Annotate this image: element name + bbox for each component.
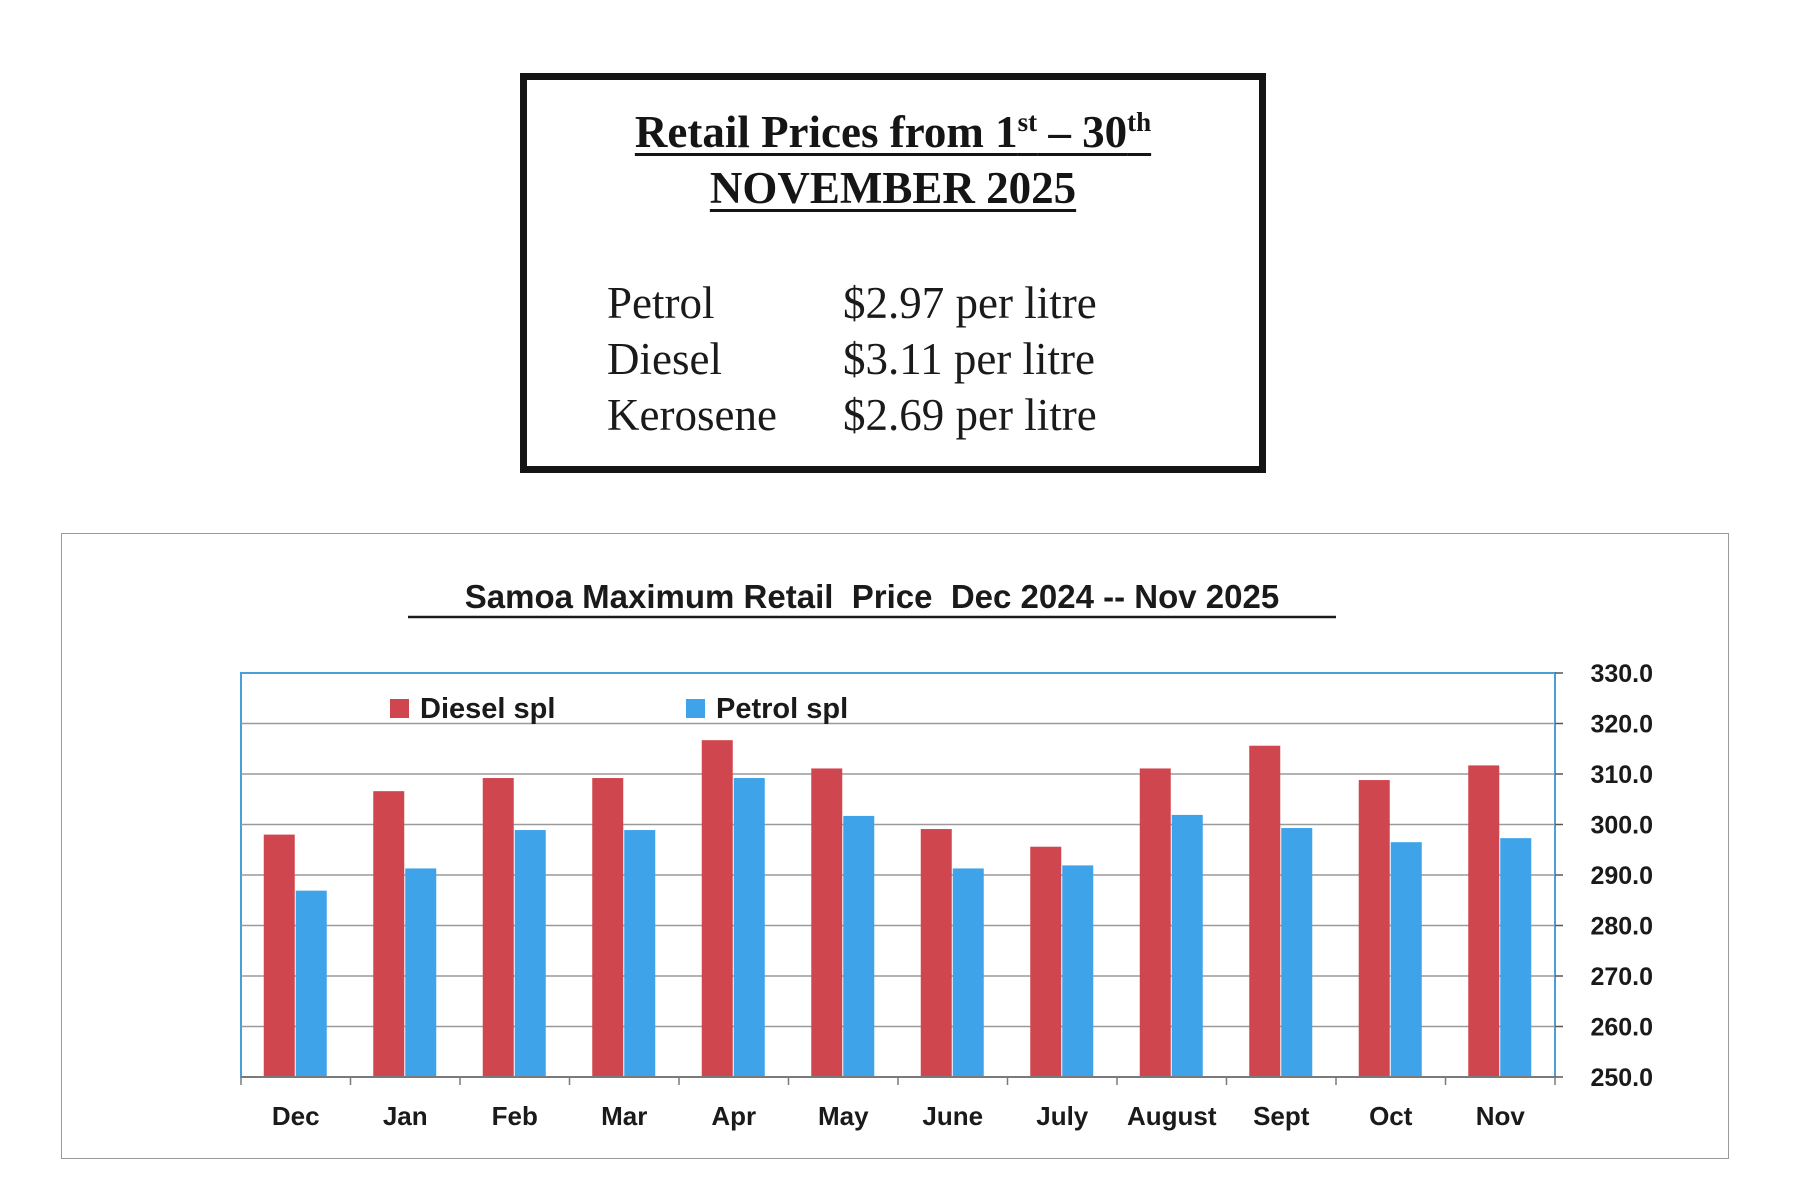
diesel-bar	[920, 829, 952, 1077]
diesel-bar	[701, 740, 733, 1077]
petrol-bar	[405, 868, 437, 1077]
diesel-bar	[482, 778, 514, 1077]
diesel-bar	[263, 834, 295, 1077]
y-tick-label: 330.0	[1590, 660, 1653, 688]
petrol-bar	[1390, 842, 1422, 1077]
gridlines	[240, 672, 1556, 1078]
x-tick-label: May	[818, 1101, 869, 1131]
bars	[263, 740, 1532, 1077]
y-tick-label: 320.0	[1590, 711, 1653, 739]
petrol-bar	[624, 830, 656, 1077]
diesel-bar	[1139, 768, 1171, 1077]
diesel-bar	[1358, 780, 1390, 1077]
y-tick-label: 250.0	[1590, 1064, 1653, 1092]
x-tick-label: Mar	[601, 1101, 647, 1131]
legend-label-petrol: Petrol spl	[716, 693, 848, 725]
legend-swatch-diesel	[390, 699, 409, 718]
x-tick-label: Jan	[383, 1101, 428, 1131]
y-tick-label: 260.0	[1590, 1014, 1653, 1042]
diesel-bar	[373, 791, 405, 1077]
legend: Diesel spl Petrol spl	[390, 693, 848, 725]
petrol-bar	[1281, 828, 1313, 1077]
petrol-bar	[295, 890, 327, 1077]
petrol-bar	[843, 815, 875, 1077]
x-tick-label: Nov	[1476, 1101, 1526, 1131]
fuel-name: Diesel	[607, 334, 722, 384]
petrol-bar	[514, 830, 546, 1077]
price-box-month: NOVEMBER 2025	[709, 163, 1077, 213]
bar-chart: Samoa Maximum Retail Price Dec 2024 -- N…	[240, 578, 1653, 1131]
fuel-price: $2.97 per litre	[843, 278, 1097, 328]
diesel-bar	[1249, 745, 1281, 1077]
y-tick-label: 270.0	[1590, 963, 1653, 991]
x-tick-label: Dec	[272, 1101, 320, 1131]
fuel-price: $3.11 per litre	[843, 334, 1096, 384]
legend-label-diesel: Diesel spl	[420, 693, 555, 725]
chart-panel: Samoa Maximum Retail Price Dec 2024 -- N…	[61, 533, 1729, 1159]
axes: 250.0 260.0 270.0 280.0 290.0 300.0 310.0 320.0…	[240, 660, 1653, 1131]
y-tick-label: 310.0	[1590, 761, 1653, 789]
x-tick-label: Sept	[1253, 1101, 1310, 1131]
petrol-bar	[1500, 838, 1532, 1077]
petrol-bar	[733, 778, 765, 1077]
y-tick-label: 290.0	[1590, 862, 1653, 890]
fuel-name: Kerosene	[607, 390, 777, 440]
petrol-bar	[1171, 814, 1203, 1077]
price-box-title: Retail Prices from 1st – 30th	[634, 107, 1152, 157]
x-tick-label: Apr	[711, 1101, 756, 1131]
legend-swatch-petrol	[686, 699, 705, 718]
diesel-bar	[592, 778, 624, 1077]
retail-price-box: Retail Prices from 1st – 30th NOVEMBER 2…	[520, 73, 1266, 473]
x-tick-label: Feb	[492, 1101, 538, 1131]
diesel-bar	[1468, 765, 1500, 1077]
diesel-bar	[1030, 846, 1062, 1077]
fuel-name: Petrol	[607, 278, 715, 328]
chart-title: Samoa Maximum Retail Price Dec 2024 -- N…	[465, 578, 1279, 615]
petrol-bar	[1062, 865, 1094, 1077]
x-tick-label: June	[922, 1101, 983, 1131]
petrol-bar	[952, 868, 984, 1077]
fuel-price: $2.69 per litre	[843, 390, 1097, 440]
x-tick-label: August	[1127, 1101, 1217, 1131]
x-tick-label: Oct	[1369, 1101, 1413, 1131]
y-tick-label: 300.0	[1590, 812, 1653, 840]
x-tick-label: July	[1036, 1101, 1089, 1131]
y-tick-label: 280.0	[1590, 913, 1653, 941]
diesel-bar	[811, 768, 843, 1077]
